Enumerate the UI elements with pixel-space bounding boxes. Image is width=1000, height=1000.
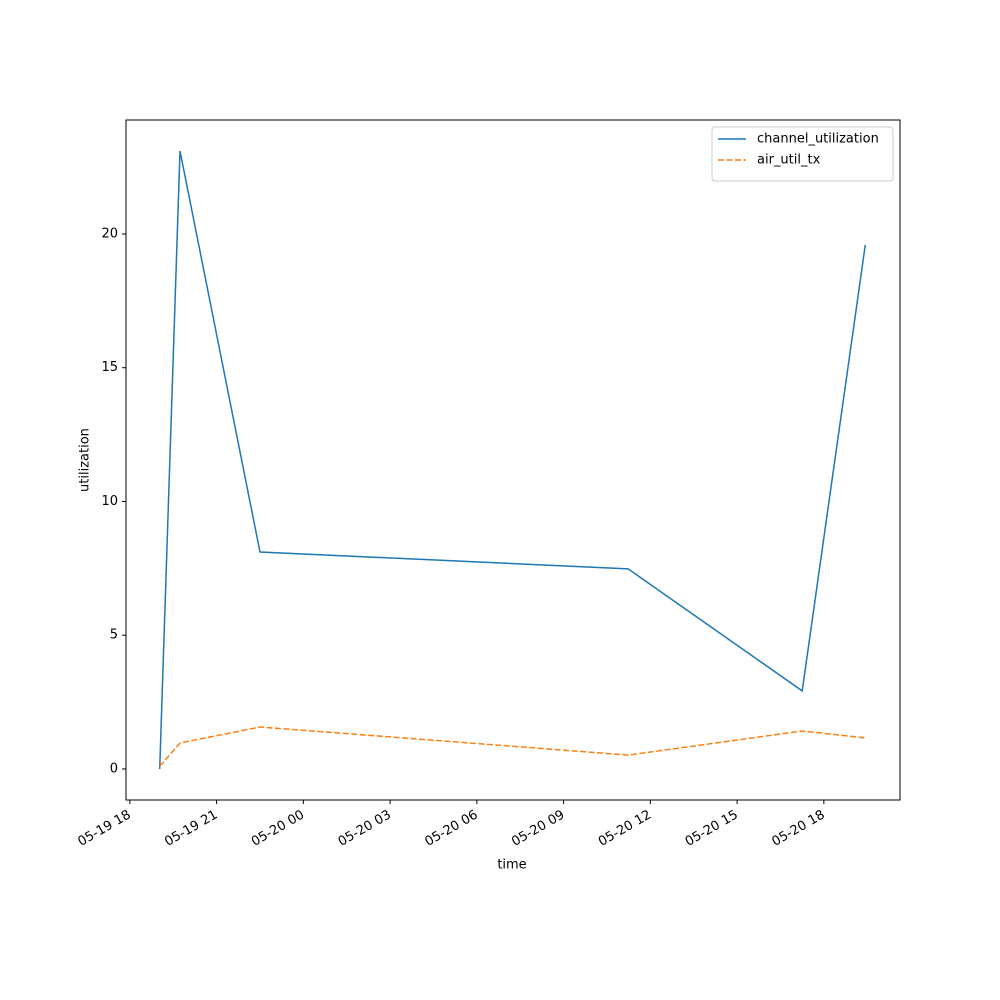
y-tick-label: 0 — [110, 761, 118, 776]
y-tick-label: 20 — [101, 226, 118, 241]
legend-label: air_util_tx — [757, 153, 821, 168]
x-tick-label: 05-20 12 — [596, 808, 654, 850]
legend-label: channel_utilization — [757, 132, 879, 147]
series-line — [158, 150, 867, 770]
x-tick-label: 05-20 09 — [509, 808, 567, 850]
x-tick-label: 05-20 00 — [249, 808, 307, 850]
x-tick-label: 05-20 06 — [422, 808, 480, 850]
x-axis-label: time — [497, 858, 526, 873]
series-line — [159, 726, 866, 767]
plot-frame — [125, 119, 901, 801]
y-tick-label: 10 — [101, 494, 118, 509]
x-tick-label: 05-19 18 — [75, 808, 133, 850]
y-axis-label: utilization — [78, 428, 93, 492]
x-tick-label: 05-20 18 — [769, 808, 827, 850]
y-tick-label: 15 — [101, 360, 118, 375]
x-tick-label: 05-20 03 — [336, 808, 394, 850]
legend-box — [711, 126, 894, 182]
y-tick-label: 5 — [110, 628, 118, 643]
x-tick-label: 05-19 21 — [162, 808, 220, 850]
x-tick-label: 05-20 15 — [683, 808, 741, 850]
